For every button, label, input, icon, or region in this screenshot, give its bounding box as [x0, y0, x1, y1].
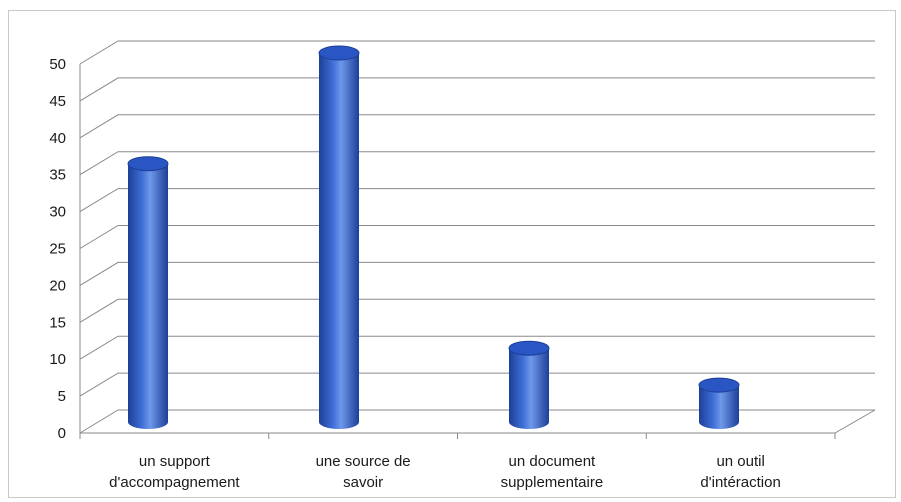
y-tick-label: 35	[49, 167, 66, 184]
bar-body	[509, 348, 549, 429]
gridline	[79, 298, 875, 323]
category-label: savoir	[343, 474, 383, 491]
category-label: un outil	[716, 453, 764, 470]
bar-top	[508, 340, 550, 356]
bar	[318, 45, 360, 429]
gridline	[79, 40, 875, 65]
y-tick-label: 0	[58, 425, 66, 442]
bar	[127, 156, 169, 429]
y-tick-label: 15	[49, 314, 66, 331]
gridline	[79, 372, 875, 397]
gridline	[79, 335, 875, 360]
category-label: un document	[509, 453, 597, 470]
bar-top	[698, 377, 740, 393]
y-tick-label: 10	[49, 351, 66, 368]
category-label: d'accompagnement	[109, 474, 240, 491]
gridline	[79, 77, 875, 102]
category-labels: un support d'accompagnement une source de s…	[109, 453, 781, 491]
y-tick-label: 5	[58, 388, 66, 405]
y-tick-label: 25	[49, 241, 66, 258]
bar	[698, 377, 740, 429]
y-axis-ticks: 0 5 10 15 20 25 30 35 40 45 50	[49, 56, 66, 442]
bar-body	[128, 163, 168, 429]
bar-top	[318, 45, 360, 61]
gridline	[79, 188, 875, 213]
bar-body	[319, 53, 359, 429]
gridline	[79, 261, 875, 286]
bar-top	[127, 156, 169, 172]
bar-body	[699, 385, 739, 429]
y-tick-label: 50	[49, 56, 66, 73]
category-label: supplementaire	[501, 474, 604, 491]
floor-edge	[80, 409, 876, 434]
bar	[508, 340, 550, 429]
gridline	[79, 114, 875, 139]
y-tick-label: 40	[49, 130, 66, 147]
bars	[127, 45, 740, 429]
y-tick-label: 30	[49, 204, 66, 221]
category-label: une source de	[316, 453, 411, 470]
gridlines	[79, 40, 876, 439]
gridline	[79, 409, 875, 434]
gridline	[79, 151, 875, 176]
category-label: un support	[139, 453, 211, 470]
y-tick-label: 20	[49, 277, 66, 294]
gridline	[79, 225, 875, 249]
y-tick-label: 45	[49, 93, 66, 110]
category-label: d'intéraction	[700, 474, 780, 491]
